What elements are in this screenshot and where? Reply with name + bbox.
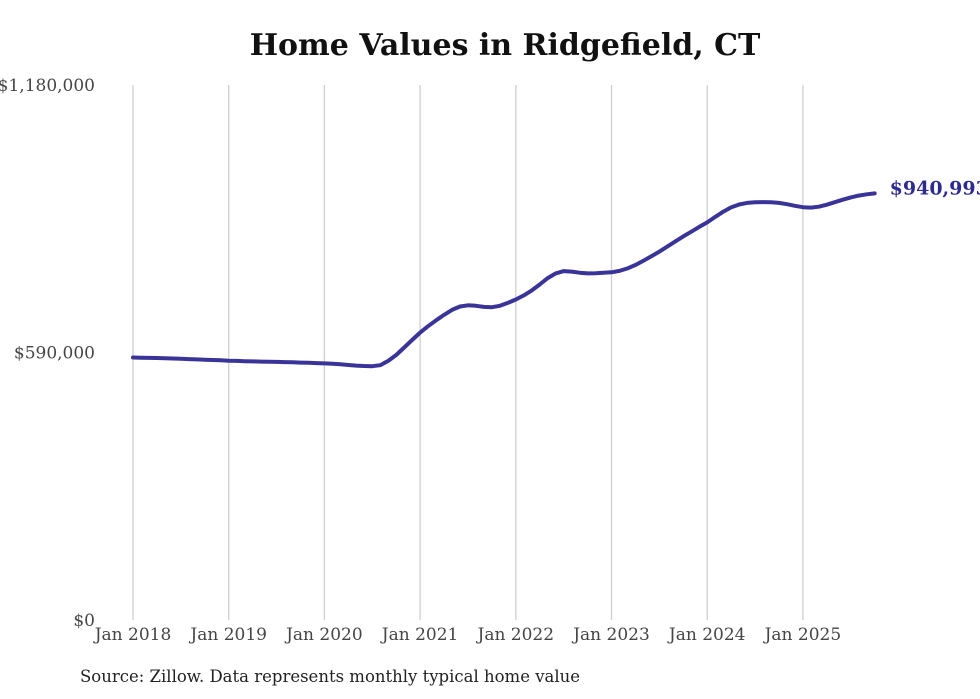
source-note: Source: Zillow. Data represents monthly … bbox=[80, 667, 581, 686]
x-tick-label: Jan 2018 bbox=[93, 625, 172, 645]
home-value-line bbox=[131, 191, 877, 369]
x-tick-label: Jan 2022 bbox=[476, 625, 555, 645]
x-tick-label: Jan 2023 bbox=[571, 625, 650, 645]
x-tick-label: Jan 2019 bbox=[188, 625, 267, 645]
x-tick-label: Jan 2025 bbox=[763, 625, 842, 645]
x-tick-label: Jan 2021 bbox=[380, 625, 459, 645]
x-tick-label: Jan 2024 bbox=[667, 625, 746, 645]
x-tick-label: Jan 2020 bbox=[284, 625, 363, 645]
end-value-label: $940,993 bbox=[890, 177, 980, 199]
y-tick-label: $0 bbox=[73, 611, 95, 631]
y-tick-label: $590,000 bbox=[14, 344, 95, 364]
chart-title: Home Values in Ridgefield, CT bbox=[249, 28, 761, 63]
y-tick-label: $1,180,000 bbox=[0, 76, 95, 96]
